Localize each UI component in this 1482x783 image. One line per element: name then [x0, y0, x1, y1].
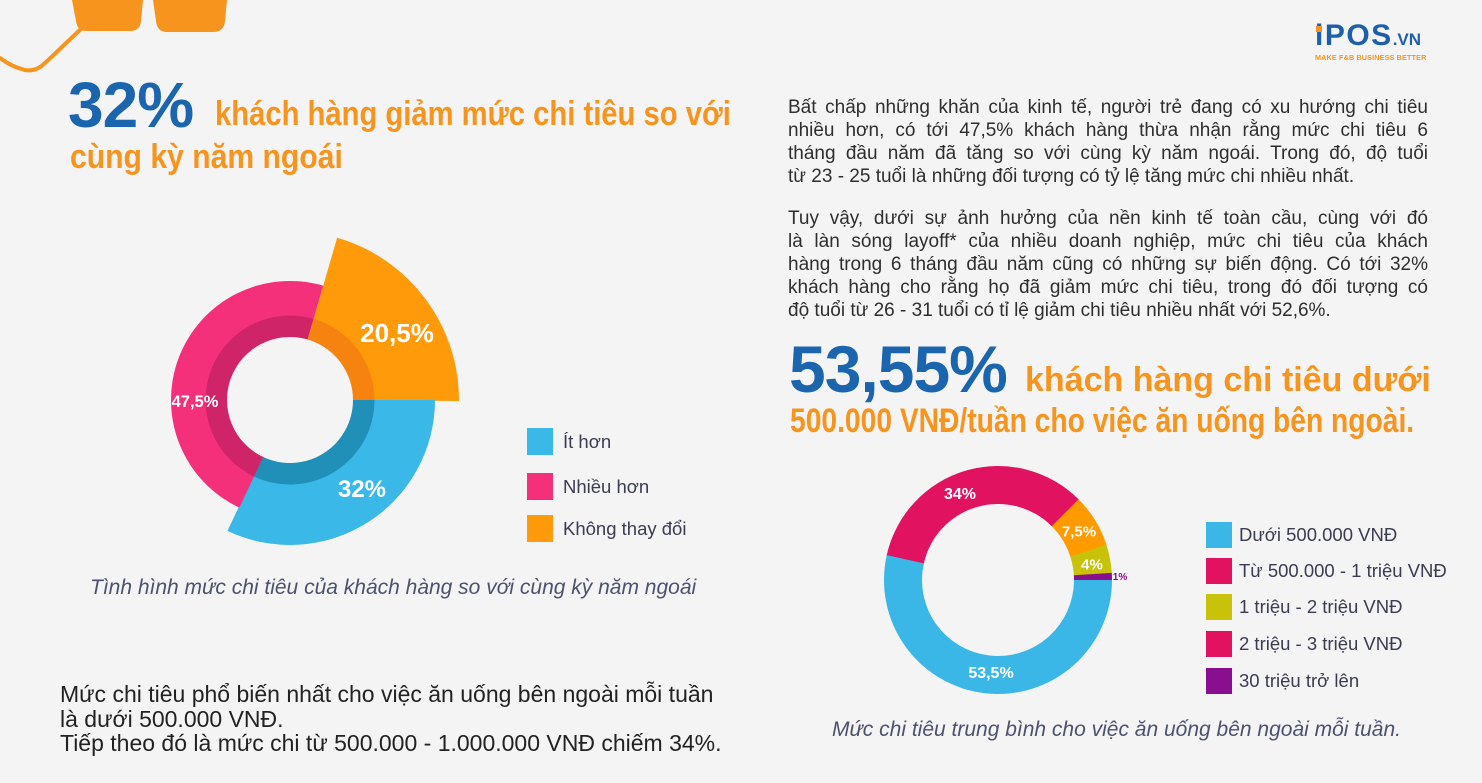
headline-right-stat: 53,55%: [789, 332, 1008, 406]
legend-item: Ít hơn: [527, 428, 611, 455]
legend-swatch: [1206, 594, 1232, 620]
legend-item: Không thay đổi: [527, 515, 686, 542]
donut-inner-ring-segment: [253, 400, 375, 485]
legend-item: 2 triệu - 3 triệu VNĐ: [1206, 631, 1402, 657]
paragraph-line: Bất chấp những khăn của kinh tế, người t…: [788, 97, 1428, 118]
headline-right-line-2: 500.000 VNĐ/tuần cho việc ăn uống bên ng…: [790, 402, 1415, 440]
legend-swatch: [527, 515, 553, 542]
legend-label: Không thay đổi: [563, 517, 687, 539]
right-paragraph-1: Bất chấp những khăn của kinh tế, người t…: [788, 96, 1428, 188]
ipos-logo: iPOS.VN MAKE F&B BUSINESS BETTER: [1315, 19, 1431, 63]
legend-swatch: [1206, 558, 1232, 584]
legend-label: Dưới 500.000 VNĐ: [1239, 524, 1398, 545]
legend-swatch: [1206, 522, 1232, 548]
donut-inner-ring-segment: [205, 315, 314, 477]
paragraph-line: nhiều hơn, có tới 47,5% khách hàng thừa …: [788, 120, 1428, 141]
chart1-label-less: 32%: [337, 476, 387, 503]
legend-label: 1 triệu - 2 triệu VNĐ: [1239, 596, 1403, 617]
donut-segment: [1070, 544, 1112, 576]
paragraph-line: là làn sóng layoff* của nhiều doanh nghi…: [788, 231, 1428, 252]
legend-label: 2 triệu - 3 triệu VNĐ: [1239, 633, 1403, 654]
legend-label: Từ 500.000 - 1 triệu VNĐ: [1239, 560, 1447, 581]
legend-item: 30 triệu trở lên: [1206, 668, 1359, 694]
logo-wordmark: iPOS: [1315, 19, 1393, 52]
paragraph-line: độ tuổi từ 26 - 31 tuổi có tỉ lệ giảm ch…: [788, 300, 1331, 321]
chart2-label-under-500k: 53,5%: [968, 665, 1014, 682]
summary-line: Tiếp theo đó là mức chi từ 500.000 - 1.0…: [60, 730, 722, 756]
right-paragraph-2: Tuy vậy, dưới sự ảnh hưởng của nền kinh …: [788, 207, 1428, 322]
legend-item: 1 triệu - 2 triệu VNĐ: [1206, 594, 1402, 620]
legend-swatch: [1206, 668, 1232, 694]
paragraph-line: từ 23 - 25 tuổi là những đối tượng có tỷ…: [788, 166, 1355, 187]
spending-change-donut-chart: [170, 237, 459, 545]
legend-swatch: [1206, 631, 1232, 657]
donut-segment: [313, 237, 459, 402]
headline-left-stat: 32%: [68, 69, 194, 141]
chart1-label-more: 47,5%: [171, 392, 219, 411]
chart2-caption: Mức chi tiêu trung bình cho việc ăn uống…: [832, 718, 1401, 741]
legend-swatch: [527, 428, 553, 455]
legend-swatch: [527, 473, 553, 500]
glasses-arm: [0, 26, 84, 73]
legend-label: 30 triệu trở lên: [1239, 670, 1360, 691]
legend-label: Ít hơn: [563, 430, 612, 452]
chart2-label-2m-3m: 7,5%: [1061, 523, 1097, 541]
legend-item: Từ 500.000 - 1 triệu VNĐ: [1206, 558, 1447, 584]
legend-item: Nhiều hơn: [527, 473, 649, 500]
chart2-label-1m-2m: 4%: [1081, 556, 1103, 574]
donut-inner-ring-segment: [307, 318, 375, 401]
donut-segment: [884, 554, 1112, 695]
bottom-left-summary: Mức chi tiêu phổ biến nhất cho việc ăn u…: [60, 682, 750, 756]
headline-left-line-1: khách hàng giảm mức chi tiêu so với: [215, 95, 731, 133]
weekly-spending-donut-chart: [884, 465, 1112, 695]
donut-segment: [886, 465, 1080, 564]
legend-label: Nhiều hơn: [563, 475, 650, 497]
legend-item: Dưới 500.000 VNĐ: [1206, 522, 1397, 548]
summary-line: là dưới 500.000 VNĐ.: [60, 705, 284, 732]
logo-tagline: MAKE F&B BUSINESS BETTER: [1315, 53, 1427, 62]
chart1-label-no-change: 20,5%: [360, 318, 434, 348]
donut-segment: [227, 400, 435, 545]
donut-segment: [1073, 572, 1112, 580]
donut-segment: [170, 280, 324, 508]
chart1-caption: Tình hình mức chi tiêu của khách hàng so…: [90, 576, 697, 599]
logo-dot-icon: [1316, 26, 1322, 32]
donut-segment: [1051, 499, 1107, 557]
chart2-label-500k-1m: 34%: [943, 486, 977, 503]
chart2-label-30m-plus: 1%: [1112, 572, 1128, 583]
headline-left-line-2: cùng kỳ năm ngoái: [70, 138, 343, 176]
paragraph-line: Tuy vậy, dưới sự ảnh hưởng của nền kinh …: [788, 208, 1428, 229]
summary-line: Mức chi tiêu phổ biến nhất cho việc ăn u…: [60, 681, 714, 707]
glasses-right-lens: [153, 0, 227, 32]
headline-right-line-1: khách hàng chi tiêu dưới: [1025, 361, 1431, 399]
paragraph-line: hàng trong 6 tháng đầu năm cũng có những…: [788, 254, 1428, 275]
glasses-illustration: [0, 0, 227, 73]
paragraph-line: khách hàng cho rằng họ đã giảm mức chi t…: [788, 277, 1428, 298]
glasses-left-lens: [72, 0, 143, 31]
paragraph-line: tháng đầu năm đã tăng so với cùng kỳ năm…: [788, 143, 1428, 164]
logo-domain-suffix: .VN: [1392, 30, 1422, 49]
